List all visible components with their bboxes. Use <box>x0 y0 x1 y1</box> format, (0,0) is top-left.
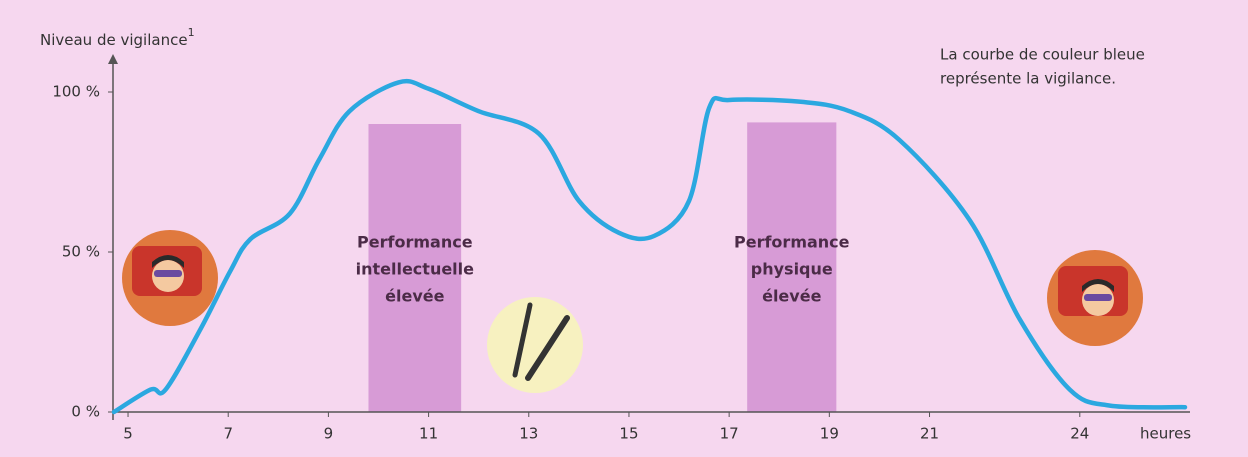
x-tick-label: 15 <box>619 425 638 443</box>
y-axis-arrow <box>108 54 118 64</box>
sleep-icon <box>122 230 218 326</box>
x-tick-label: 9 <box>324 425 334 443</box>
x-tick-label: 13 <box>519 425 538 443</box>
band-label: élevée <box>385 287 444 306</box>
bands <box>368 122 837 413</box>
performance-band <box>747 122 837 413</box>
band-label: élevée <box>762 287 821 306</box>
annotation: La courbe de couleur bleue <box>940 46 1145 64</box>
y-axis-label: Niveau de vigilance1 <box>40 26 195 49</box>
x-tick-label: 7 <box>223 425 233 443</box>
sleep-icon <box>1047 250 1143 346</box>
band-label: intellectuelle <box>356 260 475 279</box>
band-label: Performance <box>734 233 850 252</box>
band-label: physique <box>751 260 833 279</box>
performance-band <box>368 124 462 412</box>
x-axis-label: heures <box>1140 425 1191 443</box>
band-label: Performance <box>357 233 473 252</box>
vigilance-line <box>111 78 1188 415</box>
y-tick-label: 0 % <box>71 403 100 421</box>
x-tick-label: 11 <box>419 425 438 443</box>
x-tick-label: 21 <box>920 425 939 443</box>
y-tick-label: 50 % <box>62 243 100 261</box>
x-tick-label: 19 <box>820 425 839 443</box>
meal-icon <box>487 297 583 393</box>
x-tick-label: 24 <box>1070 425 1089 443</box>
x-tick-label: 17 <box>720 425 739 443</box>
x-tick-label: 5 <box>123 425 133 443</box>
annotation: représente la vigilance. <box>940 70 1116 88</box>
y-tick-label: 100 % <box>52 83 100 101</box>
